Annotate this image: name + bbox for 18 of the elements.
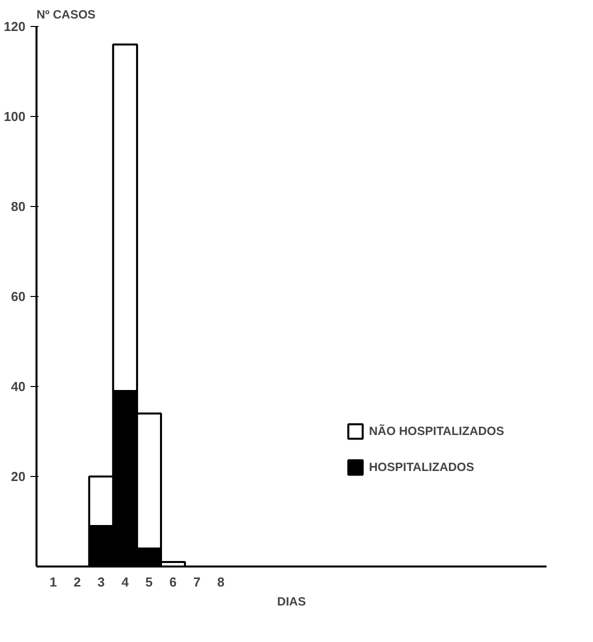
x-tick-label: 1 (50, 574, 57, 590)
x-tick-label: 6 (169, 574, 177, 590)
x-tick-label: 8 (217, 574, 224, 590)
y-tick-label: 120 (4, 19, 26, 34)
y-tick-label: 20 (11, 469, 26, 484)
y-tick-label: 40 (11, 379, 26, 394)
x-tick-label: 2 (74, 574, 81, 590)
y-tick-label: 60 (11, 289, 26, 304)
x-tick-label: 4 (121, 574, 130, 590)
y-axis-title: Nº CASOS (36, 8, 96, 22)
y-tick-label: 80 (11, 199, 26, 214)
x-tick-label: 5 (145, 574, 153, 590)
x-tick-label: 3 (98, 574, 105, 590)
legend-label: HOSPITALIZADOS (369, 460, 474, 474)
legend-label: NÃO HOSPITALIZADOS (369, 424, 504, 438)
y-tick-label: 100 (4, 109, 26, 124)
x-axis-title: DIAS (277, 594, 306, 608)
x-tick-label: 7 (193, 574, 201, 590)
